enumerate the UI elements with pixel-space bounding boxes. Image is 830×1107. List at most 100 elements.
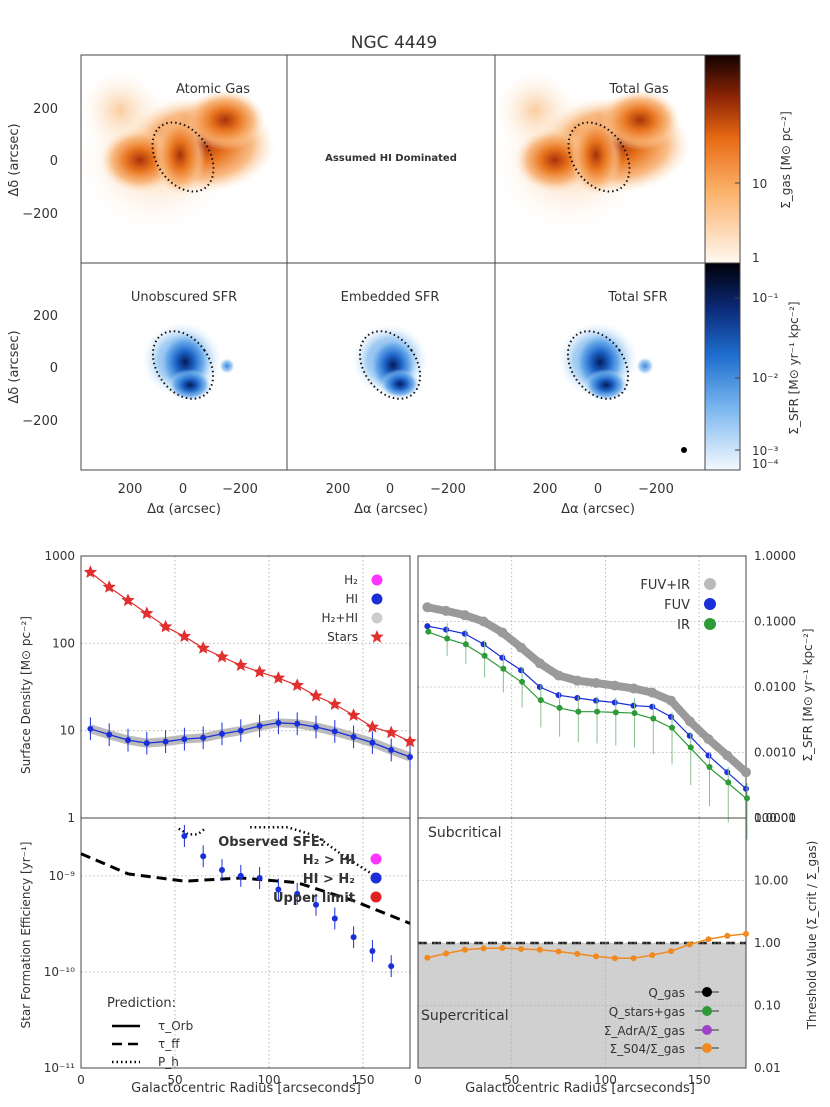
- xtick-label: 0: [77, 1073, 85, 1087]
- fuv-ir-point: [516, 642, 527, 653]
- hi-point: [275, 719, 282, 726]
- prediction-title: Prediction:: [107, 996, 176, 1011]
- prediction-label: P_h: [158, 1055, 179, 1069]
- plot-frame: [80, 555, 411, 819]
- hi-line: [90, 722, 411, 758]
- ir-point: [575, 708, 582, 715]
- sfr-colorbar-tick: 10⁻²: [752, 371, 779, 385]
- legend-marker: [370, 872, 382, 884]
- sigma-s04-point: [668, 948, 675, 955]
- legend-label: Upper limit: [273, 891, 355, 906]
- fuv-point: [574, 694, 581, 701]
- legend-marker: [704, 578, 716, 590]
- ir-point: [744, 795, 750, 802]
- xtick-label: 100: [258, 1073, 281, 1087]
- stars-point: [177, 629, 192, 643]
- legend-label: H₂+HI: [322, 611, 358, 625]
- map-ytick: −200: [22, 414, 58, 429]
- ytick-label: 10⁻¹⁰: [44, 965, 75, 979]
- legend-label: IR: [677, 618, 690, 633]
- gas-colorbar: 10 1 Σ_gas [M⊙ pc⁻²]: [704, 54, 793, 265]
- sfe-point: [256, 874, 263, 881]
- legend-label: Q_gas: [648, 986, 685, 1000]
- stars-point: [140, 606, 154, 620]
- fuv-point: [424, 623, 431, 630]
- plot-frame: [80, 817, 411, 1069]
- ir-point: [594, 708, 601, 715]
- legend-marker: [370, 853, 382, 865]
- sigma-s04-point: [593, 953, 600, 960]
- ytick-label: 10: [60, 724, 75, 738]
- stars-point: [271, 671, 286, 684]
- hi-point: [200, 734, 207, 741]
- sfe-point: [294, 890, 301, 897]
- ytick-label: 0.0010: [754, 746, 796, 760]
- map-ytick: 200: [33, 309, 58, 324]
- stars-point: [83, 565, 98, 578]
- stars-point: [309, 688, 323, 702]
- fuv-ir-point: [591, 678, 602, 689]
- sigma-s04-line: [427, 933, 747, 960]
- xtick-label: 50: [167, 1073, 182, 1087]
- sigma-s04-point: [461, 946, 468, 953]
- map-row-gas: Atomic Gas Assumed HI Dominated Total Ga…: [80, 54, 793, 265]
- sfe-point: [237, 872, 244, 879]
- sfe-point: [181, 832, 188, 839]
- fuv-point: [705, 752, 712, 759]
- sfr-colorbar-tick: 10⁻³: [752, 444, 779, 458]
- ir-point: [612, 709, 619, 716]
- stars-point: [365, 720, 380, 733]
- map-ytick: −200: [22, 207, 58, 222]
- fuv-ir-point: [478, 616, 489, 627]
- map-panel-total-gas: Total Gas: [494, 54, 706, 264]
- legend-marker: [704, 598, 716, 610]
- fuv-ir-point: [628, 683, 639, 694]
- subcritical-label: Subcritical: [428, 825, 502, 841]
- sfe-point: [331, 915, 338, 922]
- fuv-ir-point: [534, 658, 545, 669]
- sfr-colorbar: 10⁻¹ 10⁻² 10⁻³ 10⁻⁴ Σ_SFR [M⊙ yr⁻¹ kpc⁻²…: [704, 262, 801, 471]
- prediction-label: τ_ff: [158, 1037, 180, 1051]
- fuv-point: [518, 667, 525, 674]
- map-ytick: 0: [50, 361, 58, 376]
- ir-point: [481, 652, 488, 659]
- hi-point: [256, 723, 263, 730]
- legend-label: HI: [345, 592, 358, 606]
- map-row-sfr: Unobscured SFR Embedded SFR Total SFR 10: [80, 262, 801, 471]
- sigma-s04-point: [649, 952, 656, 959]
- panel-label-embedded-sfr: Embedded SFR: [341, 290, 440, 305]
- ytick-label: 0.01: [754, 1061, 781, 1075]
- legend-label: H₂: [344, 573, 358, 587]
- map-ytick: 0: [50, 154, 58, 169]
- fuv-ir-point: [459, 610, 470, 621]
- fuv-ir-point: [684, 716, 695, 727]
- legend-marker: [702, 1025, 712, 1035]
- stars-point: [403, 734, 417, 748]
- sfr-colorbar-label: Σ_SFR [M⊙ yr⁻¹ kpc⁻²]: [787, 301, 801, 434]
- map-panel-assumed-hi: Assumed HI Dominated: [286, 54, 496, 264]
- hi-point: [143, 740, 150, 747]
- legend-marker: [371, 612, 383, 624]
- surface-density-plot: 1 10 100 1000 H₂ HI H₂+HI Stars: [44, 549, 417, 825]
- xtick-label: 150: [688, 1073, 711, 1087]
- stars-line: [90, 571, 411, 743]
- panel-label-total-sfr: Total SFR: [607, 290, 667, 305]
- beam-marker: [681, 447, 687, 453]
- sfr-colorbar-tick: 10⁻⁴: [752, 457, 779, 471]
- legend-label: FUV: [664, 598, 690, 613]
- ytick-label: 100.00: [754, 811, 796, 825]
- hi-point: [331, 728, 338, 735]
- legend-label: Stars: [327, 630, 358, 644]
- sigma-s04-point: [555, 948, 562, 955]
- stars-point: [384, 725, 398, 739]
- tau-ff-line: [80, 852, 411, 925]
- ir-point: [519, 678, 526, 685]
- map-xtick: 0: [594, 482, 602, 497]
- ytick-label: 1.0000: [754, 549, 796, 563]
- legend-marker: [370, 891, 382, 903]
- hi-point: [237, 727, 244, 734]
- ytick-label: 1.00: [754, 936, 781, 950]
- stars-point: [346, 708, 361, 721]
- fuv-ir-line: [426, 603, 749, 776]
- xtick-label: 150: [352, 1073, 375, 1087]
